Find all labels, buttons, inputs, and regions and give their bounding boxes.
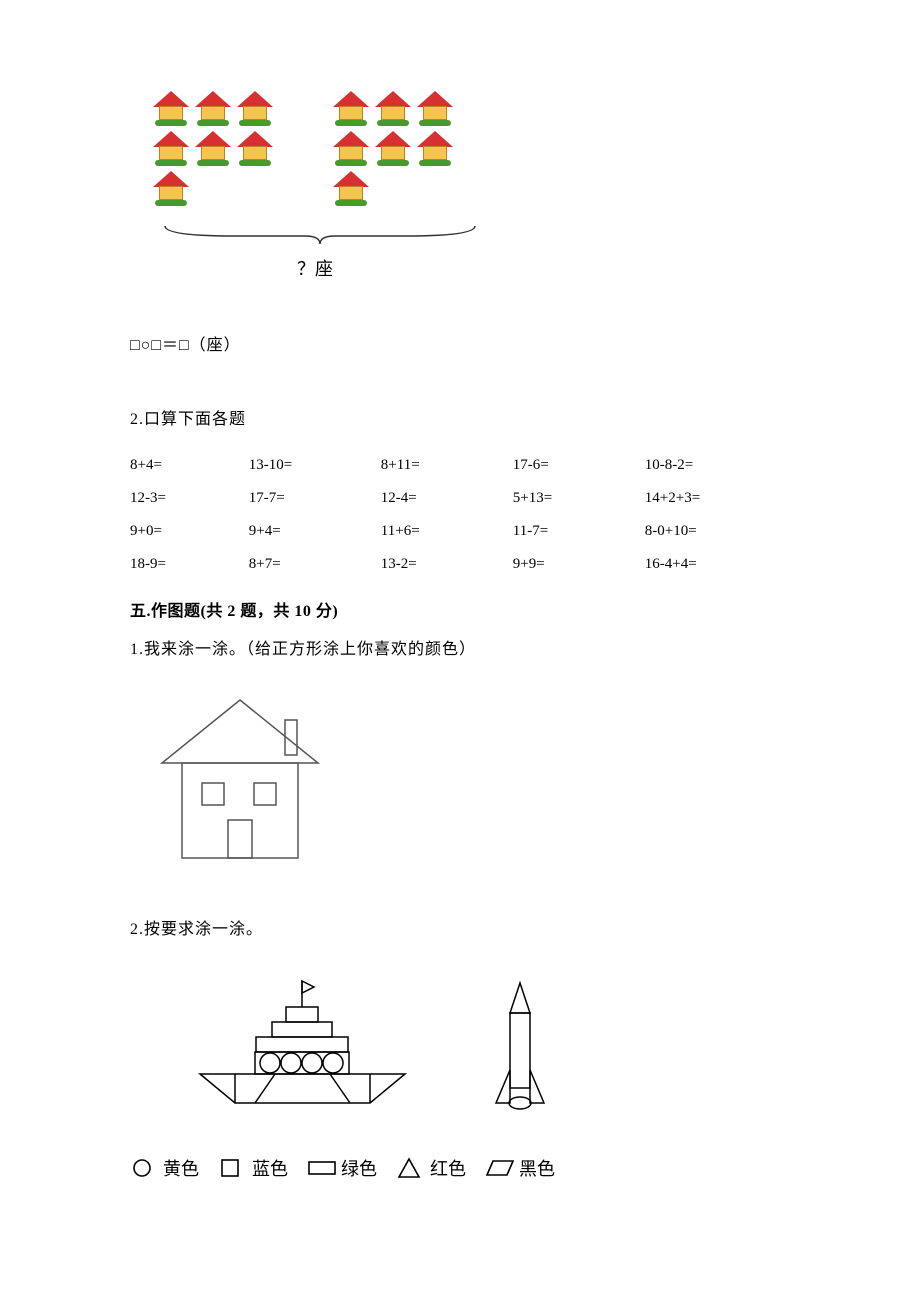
legend-label: 黑色: [519, 1155, 555, 1181]
houses-diagram: [150, 90, 790, 210]
calc-cell: 16-4+4=: [645, 548, 790, 581]
house-icon: [151, 171, 191, 209]
bracket-icon: [150, 222, 490, 248]
table-row: 12-3=17-7=12-4=5+13=14+2+3=: [130, 482, 790, 515]
calc-cell: 17-6=: [513, 449, 645, 482]
house-icon: [235, 91, 275, 129]
house-icon: [193, 91, 233, 129]
calc-cell: 12-4=: [381, 482, 513, 515]
calc-cell: 14+2+3=: [645, 482, 790, 515]
calc-cell: 5+13=: [513, 482, 645, 515]
calc-cell: 13-2=: [381, 548, 513, 581]
calc-cell: 11-7=: [513, 515, 645, 548]
boat-rocket-drawing-icon: [170, 975, 630, 1125]
calc-cell: 9+9=: [513, 548, 645, 581]
calc-cell: 8+11=: [381, 449, 513, 482]
house-icon: [331, 171, 371, 209]
q2-title: 2.口算下面各题: [130, 405, 790, 429]
legend-label: 红色: [430, 1155, 466, 1181]
legend-label: 绿色: [341, 1155, 377, 1181]
house-icon: [151, 91, 191, 129]
section5-q1: 1.我来涂一涂。（给正方形涂上你喜欢的颜色）: [130, 635, 790, 659]
calc-table: 8+4=13-10=8+11=17-6=10-8-2=12-3=17-7=12-…: [130, 449, 790, 581]
calc-cell: 8+7=: [249, 548, 381, 581]
house-icon: [415, 91, 455, 129]
circle-icon: [130, 1157, 158, 1179]
house-icon: [331, 131, 371, 169]
legend-item: 黑色: [486, 1155, 555, 1181]
table-row: 8+4=13-10=8+11=17-6=10-8-2=: [130, 449, 790, 482]
legend-label: 蓝色: [252, 1155, 288, 1181]
equation-template: □○□＝□（座）: [130, 331, 790, 355]
calc-cell: 9+4=: [249, 515, 381, 548]
section5-header: 五.作图题(共 2 题，共 10 分): [130, 597, 790, 621]
calc-cell: 18-9=: [130, 548, 249, 581]
calc-cell: 8+4=: [130, 449, 249, 482]
house-icon: [193, 131, 233, 169]
calc-cell: 9+0=: [130, 515, 249, 548]
legend-label: 黄色: [163, 1155, 199, 1181]
house-group-left: [150, 90, 310, 210]
parallelogram-icon: [486, 1157, 514, 1179]
house-icon: [235, 131, 275, 169]
house-icon: [373, 131, 413, 169]
bracket-label: ？座: [150, 255, 480, 281]
legend-item: 红色: [397, 1155, 466, 1181]
table-row: 9+0=9+4=11+6=11-7=8-0+10=: [130, 515, 790, 548]
calc-cell: 10-8-2=: [645, 449, 790, 482]
house-linedrawing-icon: [150, 695, 340, 870]
calc-cell: 13-10=: [249, 449, 381, 482]
color-legend: 黄色 蓝色 绿色 红色 黑色: [130, 1155, 790, 1181]
legend-item: 黄色: [130, 1155, 199, 1181]
calc-cell: 17-7=: [249, 482, 381, 515]
calc-cell: 8-0+10=: [645, 515, 790, 548]
square-icon: [219, 1157, 247, 1179]
house-group-right: [330, 90, 480, 210]
legend-item: 蓝色: [219, 1155, 288, 1181]
house-icon: [331, 91, 371, 129]
house-icon: [415, 131, 455, 169]
house-icon: [151, 131, 191, 169]
table-row: 18-9=8+7=13-2=9+9=16-4+4=: [130, 548, 790, 581]
legend-item: 绿色: [308, 1155, 377, 1181]
rect-icon: [308, 1157, 336, 1179]
section5-q2: 2.按要求涂一涂。: [130, 915, 790, 939]
house-icon: [373, 91, 413, 129]
calc-cell: 11+6=: [381, 515, 513, 548]
calc-cell: 12-3=: [130, 482, 249, 515]
triangle-icon: [397, 1157, 425, 1179]
